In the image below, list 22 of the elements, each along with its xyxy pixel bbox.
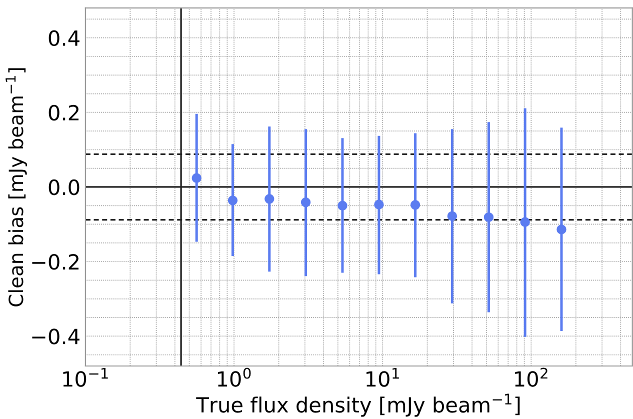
x-tick-label: 10$^{2}$ [515,368,548,387]
point [192,173,202,183]
point [484,212,494,222]
x-tick-label: 10$^{1}$ [366,368,399,387]
y-tick-label: 0.0 [48,179,80,196]
point [410,200,420,210]
y-tick-label: −0.4 [32,328,80,344]
x-tick-label: 10$^{0}$ [218,368,251,387]
point [447,211,458,221]
y-axis-title: Clean bias [mJy beam$^{−1}$] [6,68,28,306]
y-tick-label: 0.2 [48,104,79,121]
point [556,224,566,234]
point [264,194,274,204]
point [374,200,384,210]
y-tick-label: −0.2 [32,254,79,270]
x-tick-label: 10$^{−1}$ [63,368,108,387]
y-tick-label: 0.4 [48,30,80,46]
x-axis-title: True flux density [mJy beam$^{−1}$] [196,394,520,417]
point [228,196,238,206]
point [300,197,311,208]
point [520,217,530,227]
point [338,200,348,210]
